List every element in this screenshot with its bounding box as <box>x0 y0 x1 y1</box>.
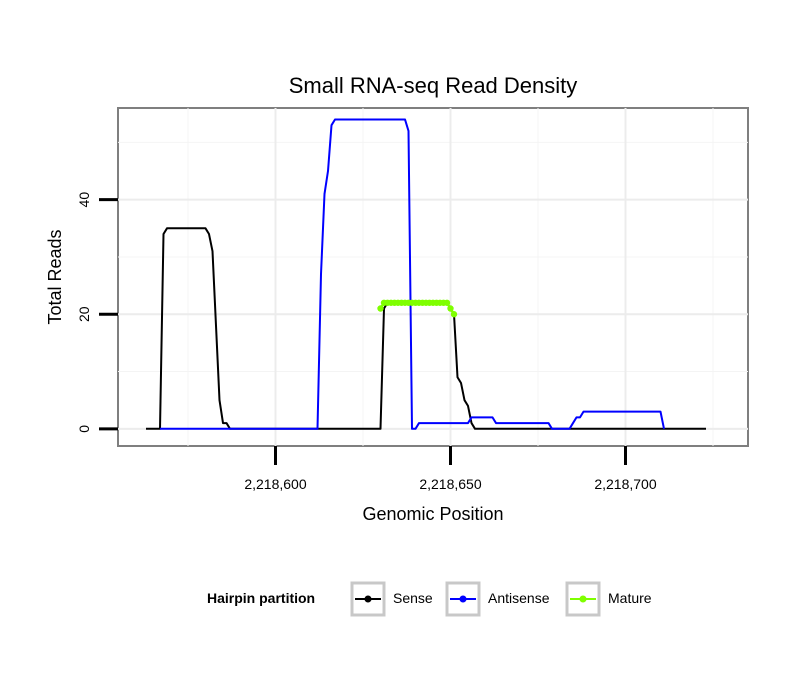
series-point-mature <box>443 299 451 306</box>
plot-panel <box>117 107 749 447</box>
legend-item-sense: Sense <box>350 581 433 617</box>
y-tick-label: 20 <box>76 306 92 322</box>
legend-item-antisense: Antisense <box>445 581 550 617</box>
axes: 2,218,600 2,218,650 2,218,700 0 20 40 <box>76 192 657 492</box>
legend-label: Mature <box>608 590 652 606</box>
y-axis-title: Total Reads <box>45 229 65 324</box>
legend-key-dot <box>459 595 467 603</box>
x-tick-label: 2,218,600 <box>244 476 306 492</box>
series-lines <box>146 118 706 430</box>
x-tick-label: 2,218,700 <box>594 476 656 492</box>
series-point-mature <box>450 311 458 318</box>
series-point-mature <box>377 305 384 312</box>
legend-label: Antisense <box>488 590 550 606</box>
x-axis-title: Genomic Position <box>362 504 503 524</box>
series-point-mature <box>447 305 454 312</box>
series-line-antisense <box>160 118 665 430</box>
series-line-sense <box>146 227 706 430</box>
legend-item-mature: Mature <box>565 581 652 617</box>
legend-label: Sense <box>393 590 433 606</box>
y-tick-label: 0 <box>76 425 92 433</box>
chart-title: Small RNA-seq Read Density <box>289 73 578 98</box>
y-tick-label: 40 <box>76 192 92 208</box>
legend-key-dot <box>579 595 587 603</box>
legend-title: Hairpin partition <box>207 590 315 606</box>
x-tick-label: 2,218,650 <box>419 476 481 492</box>
legend-key-dot <box>364 595 372 603</box>
legend: Hairpin partition Sense Antisense Mature <box>207 581 652 617</box>
